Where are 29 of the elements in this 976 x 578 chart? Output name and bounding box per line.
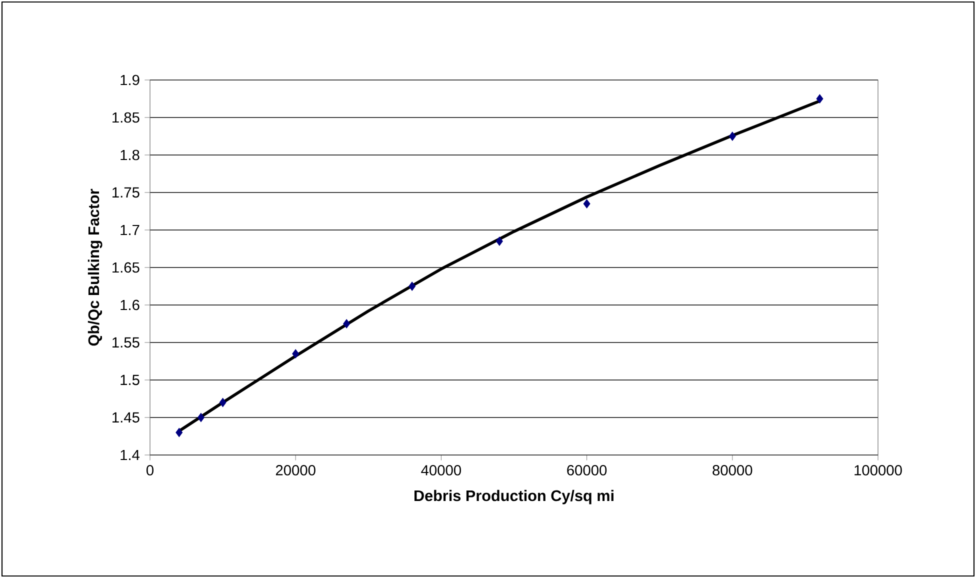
y-tick-label: 1.7 bbox=[120, 224, 140, 236]
point bbox=[728, 132, 736, 141]
y-tick-label: 1.6 bbox=[120, 300, 140, 310]
point bbox=[343, 319, 350, 328]
x-tick-label: 20000 bbox=[276, 465, 316, 476]
y-tick-label: 1.45 bbox=[112, 412, 140, 423]
x-tick-label: 80000 bbox=[712, 465, 752, 476]
point bbox=[292, 349, 300, 358]
x-tick-label: 40000 bbox=[421, 465, 461, 476]
y-tick-label: 1.9 bbox=[120, 74, 140, 86]
y-tick-label: 1.75 bbox=[112, 187, 140, 198]
point bbox=[583, 199, 590, 208]
x-axis-title: Debris Production Cy/sq mi bbox=[414, 490, 614, 504]
y-tick-label: 1.65 bbox=[112, 262, 140, 273]
x-tick-label: 100000 bbox=[854, 465, 902, 476]
y-tick-label: 1.5 bbox=[120, 374, 140, 386]
point bbox=[219, 398, 226, 408]
point bbox=[816, 94, 824, 104]
y-tick-label: 1.8 bbox=[120, 150, 140, 160]
point bbox=[197, 412, 204, 422]
y-axis-title: Qb/Qc Bulking Factor bbox=[88, 188, 102, 346]
point bbox=[408, 282, 416, 291]
x-tick-label: 60000 bbox=[567, 465, 607, 476]
point bbox=[176, 428, 183, 438]
point bbox=[496, 236, 503, 246]
x-tick-label: 0 bbox=[146, 465, 154, 476]
y-tick-label: 1.85 bbox=[112, 112, 140, 123]
y-tick-label: 1.55 bbox=[112, 337, 140, 348]
y-tick-label: 1.4 bbox=[120, 450, 140, 460]
